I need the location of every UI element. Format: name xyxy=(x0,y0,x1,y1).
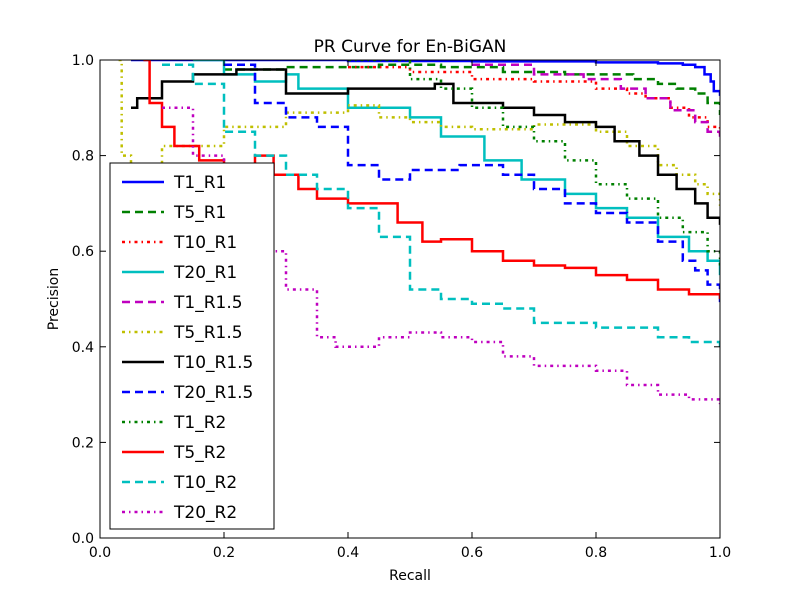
y-tick-label: 0.2 xyxy=(72,435,94,451)
legend-label: T5_R1 xyxy=(173,203,226,223)
x-tick-label: 0.2 xyxy=(213,545,235,561)
legend-box xyxy=(109,162,275,530)
y-tick-label: 0.0 xyxy=(72,531,94,547)
x-tick-label: 0.8 xyxy=(585,545,607,561)
legend-label: T5_R1.5 xyxy=(173,323,243,343)
x-tick-label: 1.0 xyxy=(709,545,731,561)
x-tick-label: 0.6 xyxy=(461,545,483,561)
y-tick-label: 0.4 xyxy=(72,340,94,356)
legend-label: T1_R2 xyxy=(173,413,226,433)
legend-label: T10_R1.5 xyxy=(173,353,253,373)
series-line-t1-r1-5 xyxy=(472,63,720,139)
legend: T1_R1 T5_R1 T10_R1 T20_R1 T1_R1.5 T5_R1.5 T10_… xyxy=(109,162,275,530)
series-line-t10-r2 xyxy=(162,63,720,347)
legend-label: T5_R2 xyxy=(173,443,226,463)
y-tick-label: 0.8 xyxy=(72,149,94,165)
series-line-t20-r1-5 xyxy=(224,63,720,304)
x-tick-label: 0.4 xyxy=(337,545,359,561)
y-tick-label: 1.0 xyxy=(72,53,94,69)
legend-label: T20_R2 xyxy=(173,503,237,523)
series-line-t10-r1-5 xyxy=(131,68,720,225)
legend-label: T10_R1 xyxy=(173,233,237,253)
legend-label: T20_R1.5 xyxy=(173,383,253,403)
x-axis-label: Recall xyxy=(389,568,431,584)
y-tick-label: 0.6 xyxy=(72,244,94,260)
legend-label: T1_R1 xyxy=(173,173,226,193)
legend-label: T20_R1 xyxy=(173,263,237,283)
y-axis-label: Precision xyxy=(46,268,62,330)
legend-label: T1_R1.5 xyxy=(173,293,243,313)
plot-frame xyxy=(99,59,721,539)
ticks-layer: 0.0 0.2 0.4 0.6 0.8 1.0 0.0 0.2 0.4 0.6 0.8 1.0 xyxy=(72,53,731,561)
series-line-t5-r2 xyxy=(143,60,720,299)
legend-label: T10_R2 xyxy=(173,473,237,493)
series-line-t5-r1 xyxy=(224,63,720,115)
chart-title: PR Curve for En-BiGAN xyxy=(314,37,507,57)
x-tick-label: 0.0 xyxy=(89,545,111,561)
